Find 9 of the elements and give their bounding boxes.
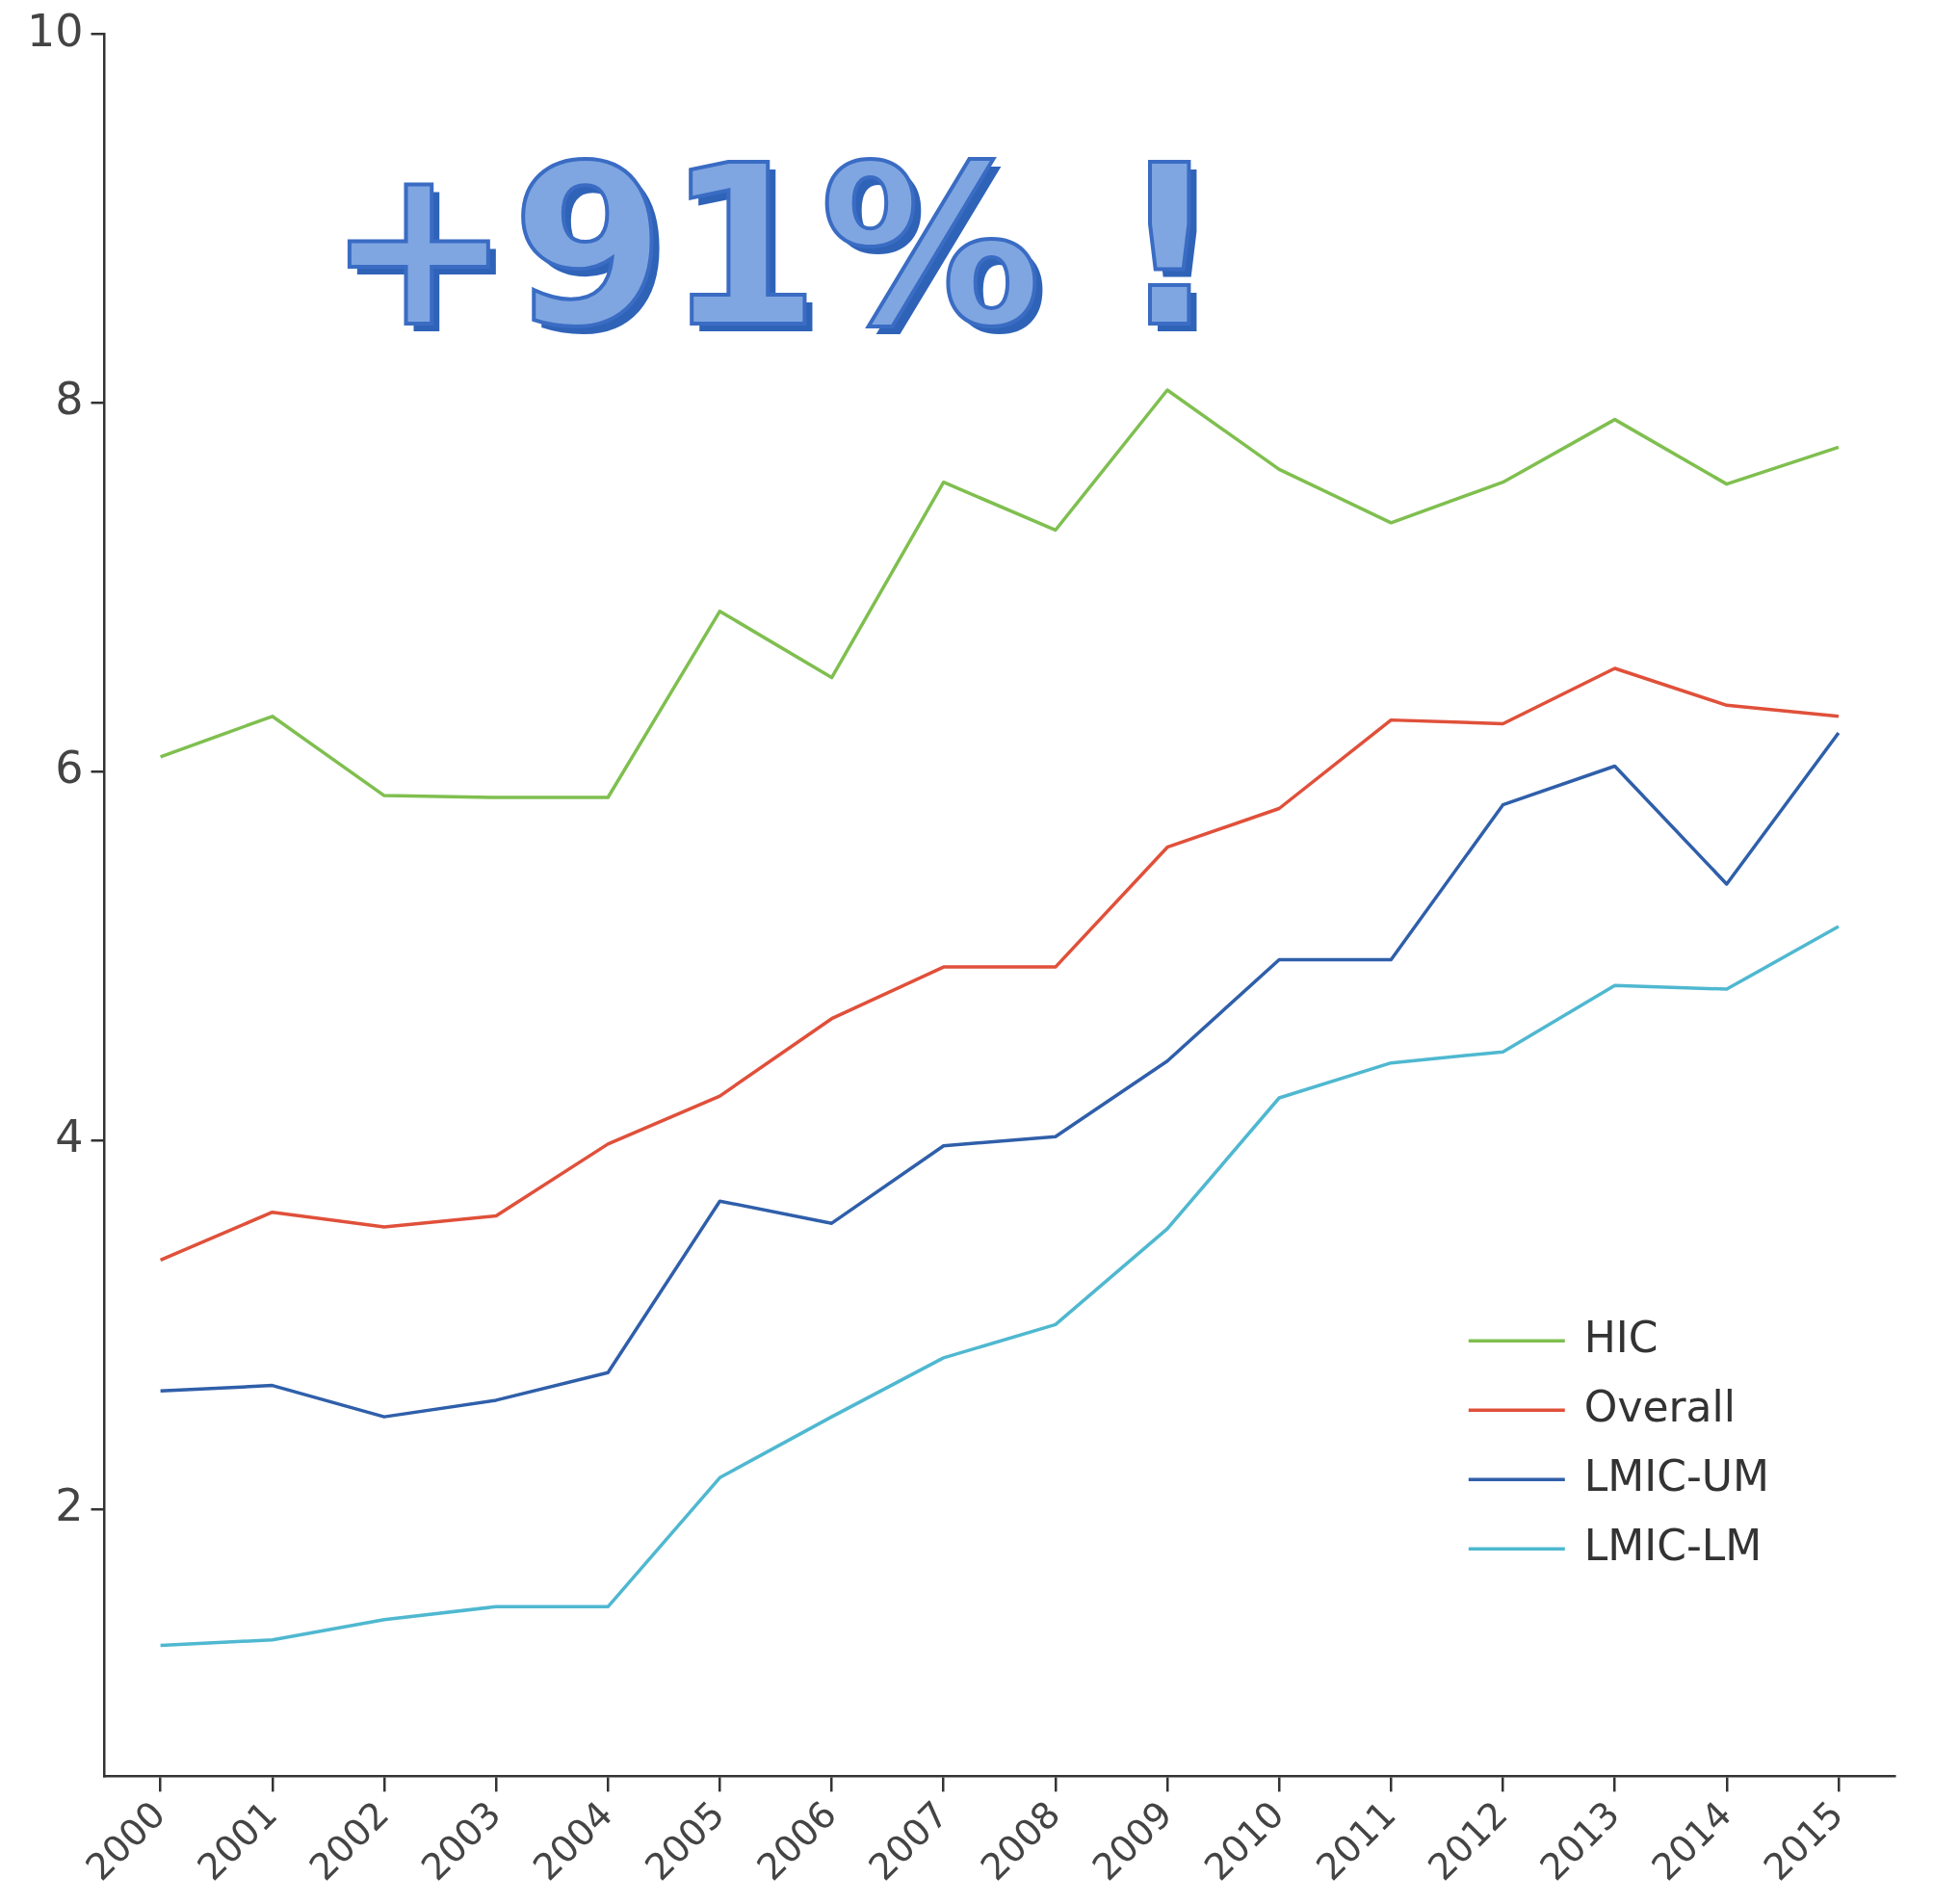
y-tick-label: 2	[55, 1478, 84, 1531]
y-tick-label: 4	[55, 1109, 84, 1162]
y-tick-label: 8	[55, 373, 84, 426]
y-tick-label: 6	[55, 742, 84, 795]
legend-label: LMIC-LM	[1583, 1520, 1763, 1570]
legend-label: Overall	[1583, 1381, 1737, 1431]
legend-label: LMIC-UM	[1583, 1450, 1770, 1500]
legend-label: HIC	[1583, 1312, 1659, 1362]
y-tick-label: 10	[26, 4, 84, 57]
